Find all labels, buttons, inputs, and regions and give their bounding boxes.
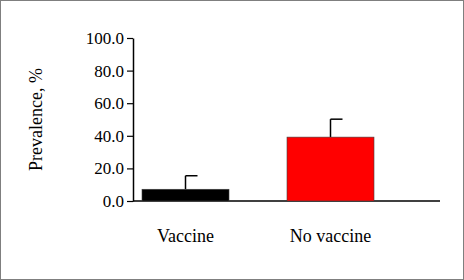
- y-axis: 0.0 20.0 40.0 60.0 80.0 100.0: [86, 29, 134, 211]
- x-tick: No vaccine: [290, 226, 371, 246]
- x-tick-label: Vaccine: [157, 226, 214, 246]
- y-tick-mark: [127, 38, 133, 39]
- y-tick: 80.0: [94, 62, 133, 81]
- x-tick-label: No vaccine: [290, 226, 371, 246]
- error-bar: [186, 176, 198, 190]
- y-tick: 40.0: [94, 127, 133, 146]
- y-axis-line: [133, 39, 135, 202]
- y-tick-label: 100.0: [86, 29, 124, 48]
- bar: [142, 189, 229, 201]
- y-axis-title: Prevalence, %: [26, 68, 46, 171]
- frame: [1, 1, 464, 280]
- y-tick-mark: [127, 168, 133, 169]
- chart: 0.0 20.0 40.0 60.0 80.0 100.0 Vaccine No vaccin…: [0, 0, 464, 280]
- error-bar-cap: [331, 118, 343, 120]
- y-tick-label: 40.0: [94, 127, 124, 146]
- y-tick-mark: [127, 201, 133, 202]
- y-tick: 60.0: [94, 94, 133, 113]
- y-tick-label: 20.0: [94, 159, 124, 178]
- y-tick: 100.0: [86, 29, 133, 48]
- plot-area: [142, 119, 374, 201]
- y-tick-label: 80.0: [94, 62, 124, 81]
- bar: [287, 137, 374, 201]
- y-tick-mark: [127, 70, 133, 71]
- error-bar: [331, 119, 343, 137]
- x-tick: Vaccine: [157, 226, 214, 246]
- y-tick: 0.0: [103, 192, 133, 211]
- error-bar-stem: [330, 119, 332, 137]
- error-bar-stem: [185, 176, 187, 190]
- y-tick-label: 0.0: [103, 192, 124, 211]
- error-bar-cap: [186, 175, 198, 177]
- y-tick-mark: [127, 136, 133, 137]
- y-tick-mark: [127, 103, 133, 104]
- x-axis: Vaccine No vaccine: [157, 226, 371, 246]
- y-tick-label: 60.0: [94, 94, 124, 113]
- y-tick: 20.0: [94, 159, 133, 178]
